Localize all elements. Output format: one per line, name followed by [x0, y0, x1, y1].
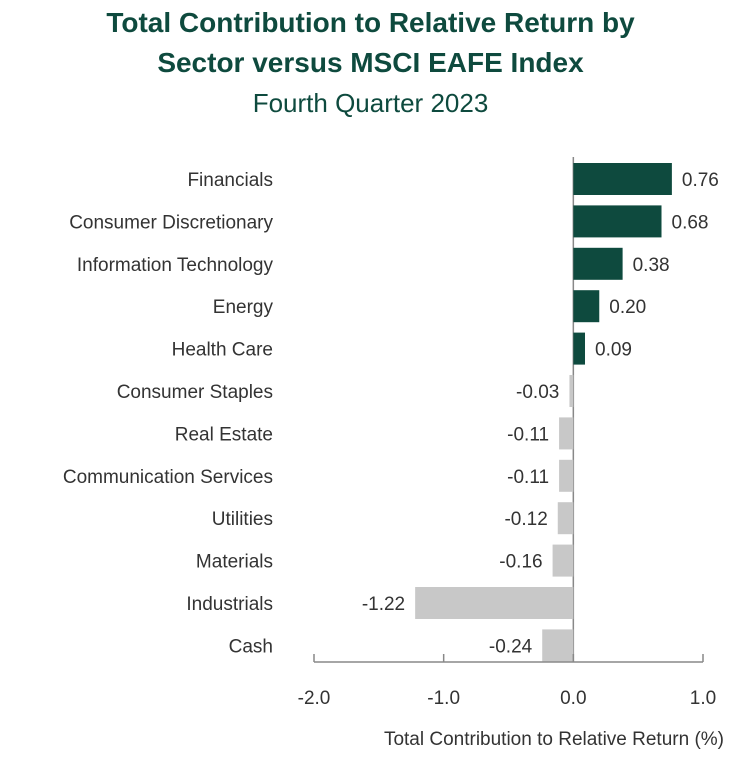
- category-label: Materials: [196, 552, 273, 573]
- category-label: Information Technology: [77, 255, 274, 276]
- bar: [415, 587, 574, 619]
- bar: [573, 290, 600, 323]
- bar: [573, 205, 662, 238]
- data-label: 0.20: [609, 297, 646, 318]
- category-label: Real Estate: [175, 424, 273, 445]
- bar: [573, 332, 586, 365]
- category-label: Utilities: [212, 509, 273, 530]
- data-label: -1.22: [362, 594, 405, 615]
- category-label: Communication Services: [63, 467, 273, 488]
- category-label: Consumer Staples: [117, 382, 273, 403]
- category-label: Energy: [213, 297, 274, 318]
- data-label: -0.24: [489, 636, 533, 657]
- data-label: 0.09: [595, 340, 632, 361]
- category-label: Consumer Discretionary: [69, 212, 273, 233]
- bar: [569, 375, 574, 407]
- chart-title-line-2: Sector versus MSCI EAFE Index: [157, 47, 584, 78]
- data-label: -0.11: [507, 424, 549, 445]
- data-label: -0.11: [507, 467, 549, 488]
- data-label: -0.12: [504, 509, 547, 530]
- x-tick-label: 1.0: [690, 688, 716, 709]
- x-tick-label: -1.0: [427, 688, 460, 709]
- x-tick-label: 0.0: [560, 688, 586, 709]
- data-label: -0.16: [499, 552, 542, 573]
- category-label: Health Care: [172, 340, 273, 361]
- bar: [557, 502, 574, 535]
- x-axis-label: Total Contribution to Relative Return (%…: [384, 729, 724, 750]
- x-tick-label: -2.0: [298, 688, 331, 709]
- bar: [559, 417, 574, 450]
- data-label: 0.38: [633, 255, 670, 276]
- chart-title-line-1: Total Contribution to Relative Return by: [106, 7, 635, 38]
- chart-subtitle: Fourth Quarter 2023: [252, 88, 489, 118]
- data-label: -0.03: [516, 382, 559, 403]
- category-label: Cash: [229, 636, 273, 657]
- bar: [559, 459, 574, 492]
- data-label: 0.68: [672, 212, 709, 233]
- bar: [573, 163, 672, 195]
- bar: [552, 544, 574, 577]
- category-label: Financials: [187, 170, 273, 191]
- category-label: Industrials: [186, 594, 273, 615]
- data-label: 0.76: [682, 170, 719, 191]
- bar: [573, 247, 623, 280]
- bar: [542, 629, 574, 662]
